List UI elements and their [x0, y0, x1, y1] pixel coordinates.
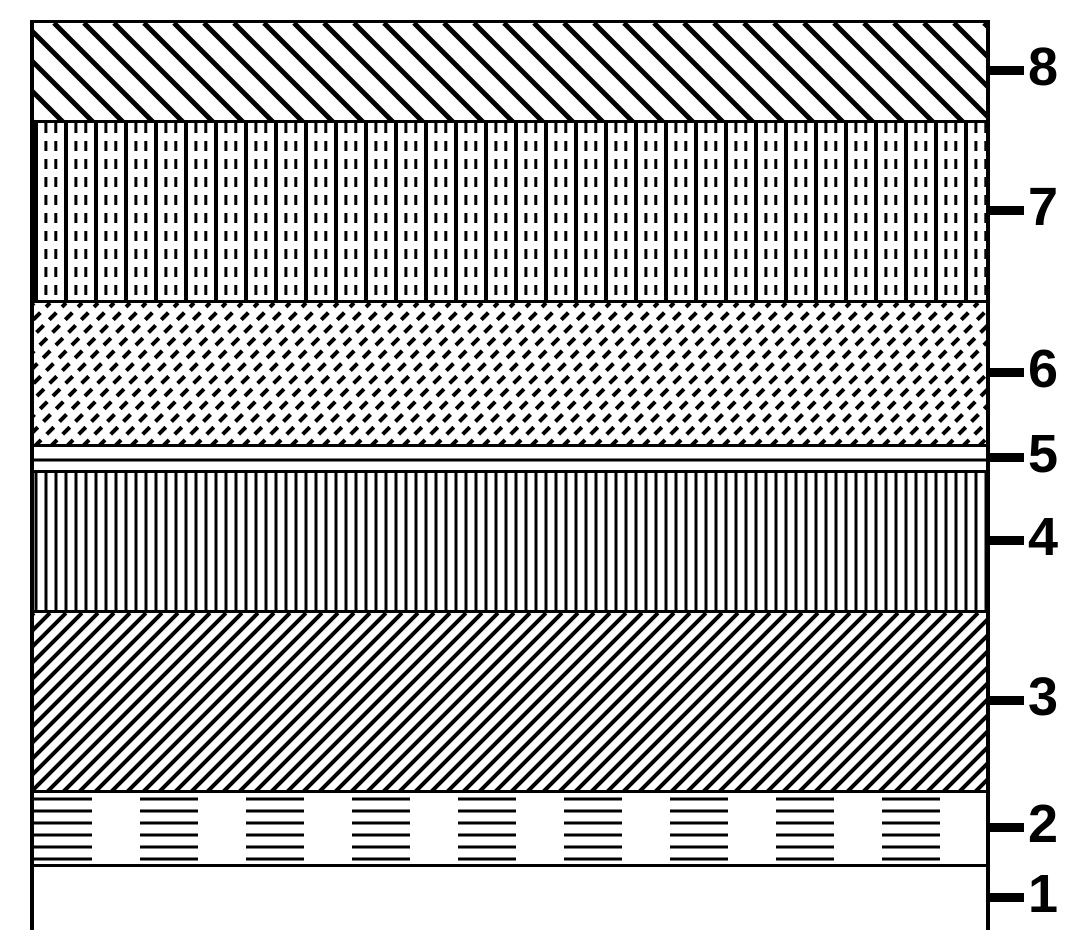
label-tick-2: [986, 823, 1024, 832]
label-tick-8: [986, 66, 1024, 75]
label-tick-3: [986, 696, 1024, 705]
label-5: 5: [1028, 427, 1058, 481]
layer-7: [34, 120, 986, 300]
label-tick-1: [986, 893, 1024, 902]
layer-3: [34, 610, 986, 790]
label-3: 3: [1028, 670, 1058, 724]
label-6: 6: [1028, 342, 1058, 396]
label-7: 7: [1028, 180, 1058, 234]
label-tick-5: [986, 453, 1024, 462]
label-tick-7: [986, 206, 1024, 215]
label-tick-4: [986, 536, 1024, 545]
layer-1: [34, 864, 986, 930]
layer-5: [34, 444, 986, 470]
layer-4: [34, 470, 986, 610]
diagram-canvas: 1 2 3 4 5 6 7 8: [0, 0, 1077, 943]
label-4: 4: [1028, 510, 1058, 564]
label-2: 2: [1028, 797, 1058, 851]
layer-2: [34, 790, 986, 864]
label-8: 8: [1028, 40, 1058, 94]
layer-6: [34, 300, 986, 444]
label-1: 1: [1028, 867, 1058, 921]
layer-8: [34, 20, 986, 120]
label-tick-6: [986, 368, 1024, 377]
